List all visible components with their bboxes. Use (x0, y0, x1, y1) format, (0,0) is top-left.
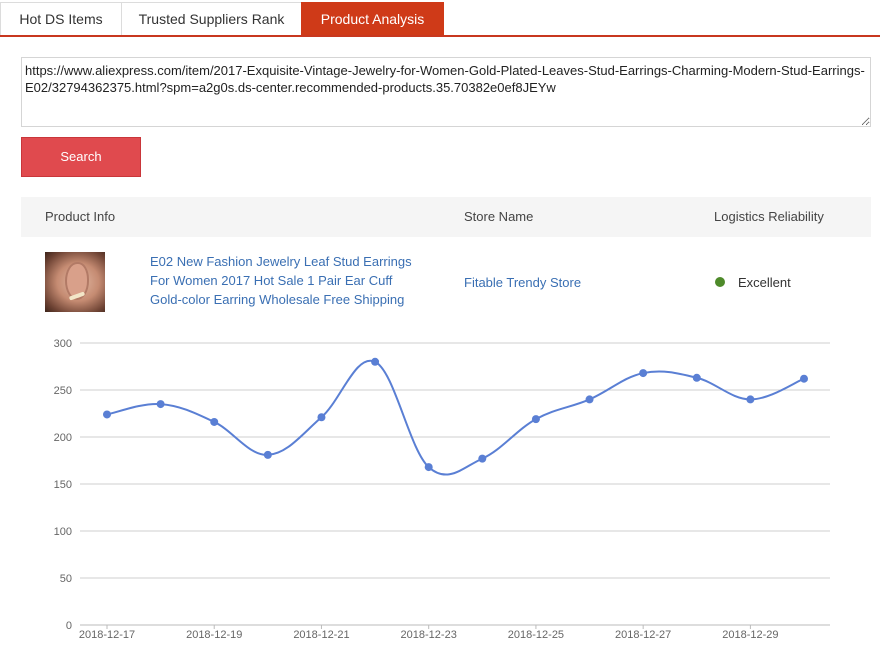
data-point[interactable] (531, 415, 540, 424)
logistics-status-text: Excellent (738, 275, 791, 290)
header-logistics-reliability: Logistics Reliability (714, 209, 824, 224)
data-point[interactable] (210, 417, 219, 426)
y-tick-label: 100 (54, 526, 72, 538)
data-point[interactable] (263, 450, 272, 459)
data-point[interactable] (156, 400, 165, 409)
y-tick-label: 0 (66, 620, 72, 632)
data-point[interactable] (639, 369, 648, 378)
x-tick-label: 2018-12-21 (293, 629, 349, 641)
store-name-link[interactable]: Fitable Trendy Store (464, 275, 582, 290)
y-tick-label: 200 (54, 432, 72, 444)
x-tick-label: 2018-12-27 (615, 629, 671, 641)
x-tick-label: 2018-12-25 (508, 629, 564, 641)
data-point[interactable] (371, 357, 380, 366)
x-tick-label: 2018-12-23 (401, 629, 457, 641)
logistics-status-dot (715, 277, 725, 287)
sales-line-chart: 0 50 100 150 200 250 300 2018-12-17 2018-12-19 2… (54, 338, 830, 641)
data-point[interactable] (800, 374, 808, 383)
tab-hot-ds-items[interactable]: Hot DS Items (0, 2, 122, 35)
y-tick-label: 150 (54, 479, 72, 491)
data-point[interactable] (692, 373, 701, 382)
product-title-link[interactable]: E02 New Fashion Jewelry Leaf Stud Earrin… (150, 254, 412, 307)
tab-product-analysis[interactable]: Product Analysis (301, 2, 444, 35)
product-url-input[interactable] (21, 57, 871, 127)
y-tick-label: 300 (54, 338, 72, 350)
x-tick-label: 2018-12-17 (79, 629, 135, 641)
header-store-name: Store Name (464, 209, 534, 224)
data-point[interactable] (585, 395, 594, 404)
data-point[interactable] (746, 395, 755, 404)
table-header: Product Info Store Name Logistics Reliab… (21, 197, 871, 237)
data-point[interactable] (424, 463, 433, 472)
series-line (106, 359, 805, 476)
x-tick-label: 2018-12-19 (186, 629, 242, 641)
y-tick-label: 250 (54, 385, 72, 397)
y-tick-label: 50 (60, 573, 72, 585)
table-row: E02 New Fashion Jewelry Leaf Stud Earrin… (21, 237, 871, 327)
search-button[interactable]: Search (21, 137, 141, 177)
data-point[interactable] (478, 454, 487, 463)
data-point[interactable] (317, 413, 326, 422)
tab-bar: Hot DS Items Trusted Suppliers Rank Prod… (0, 0, 880, 37)
x-tick-label: 2018-12-29 (722, 629, 778, 641)
header-product-info: Product Info (45, 209, 116, 224)
tab-trusted-suppliers-rank[interactable]: Trusted Suppliers Rank (121, 2, 302, 35)
data-point[interactable] (103, 410, 111, 419)
product-thumbnail[interactable] (45, 252, 105, 312)
